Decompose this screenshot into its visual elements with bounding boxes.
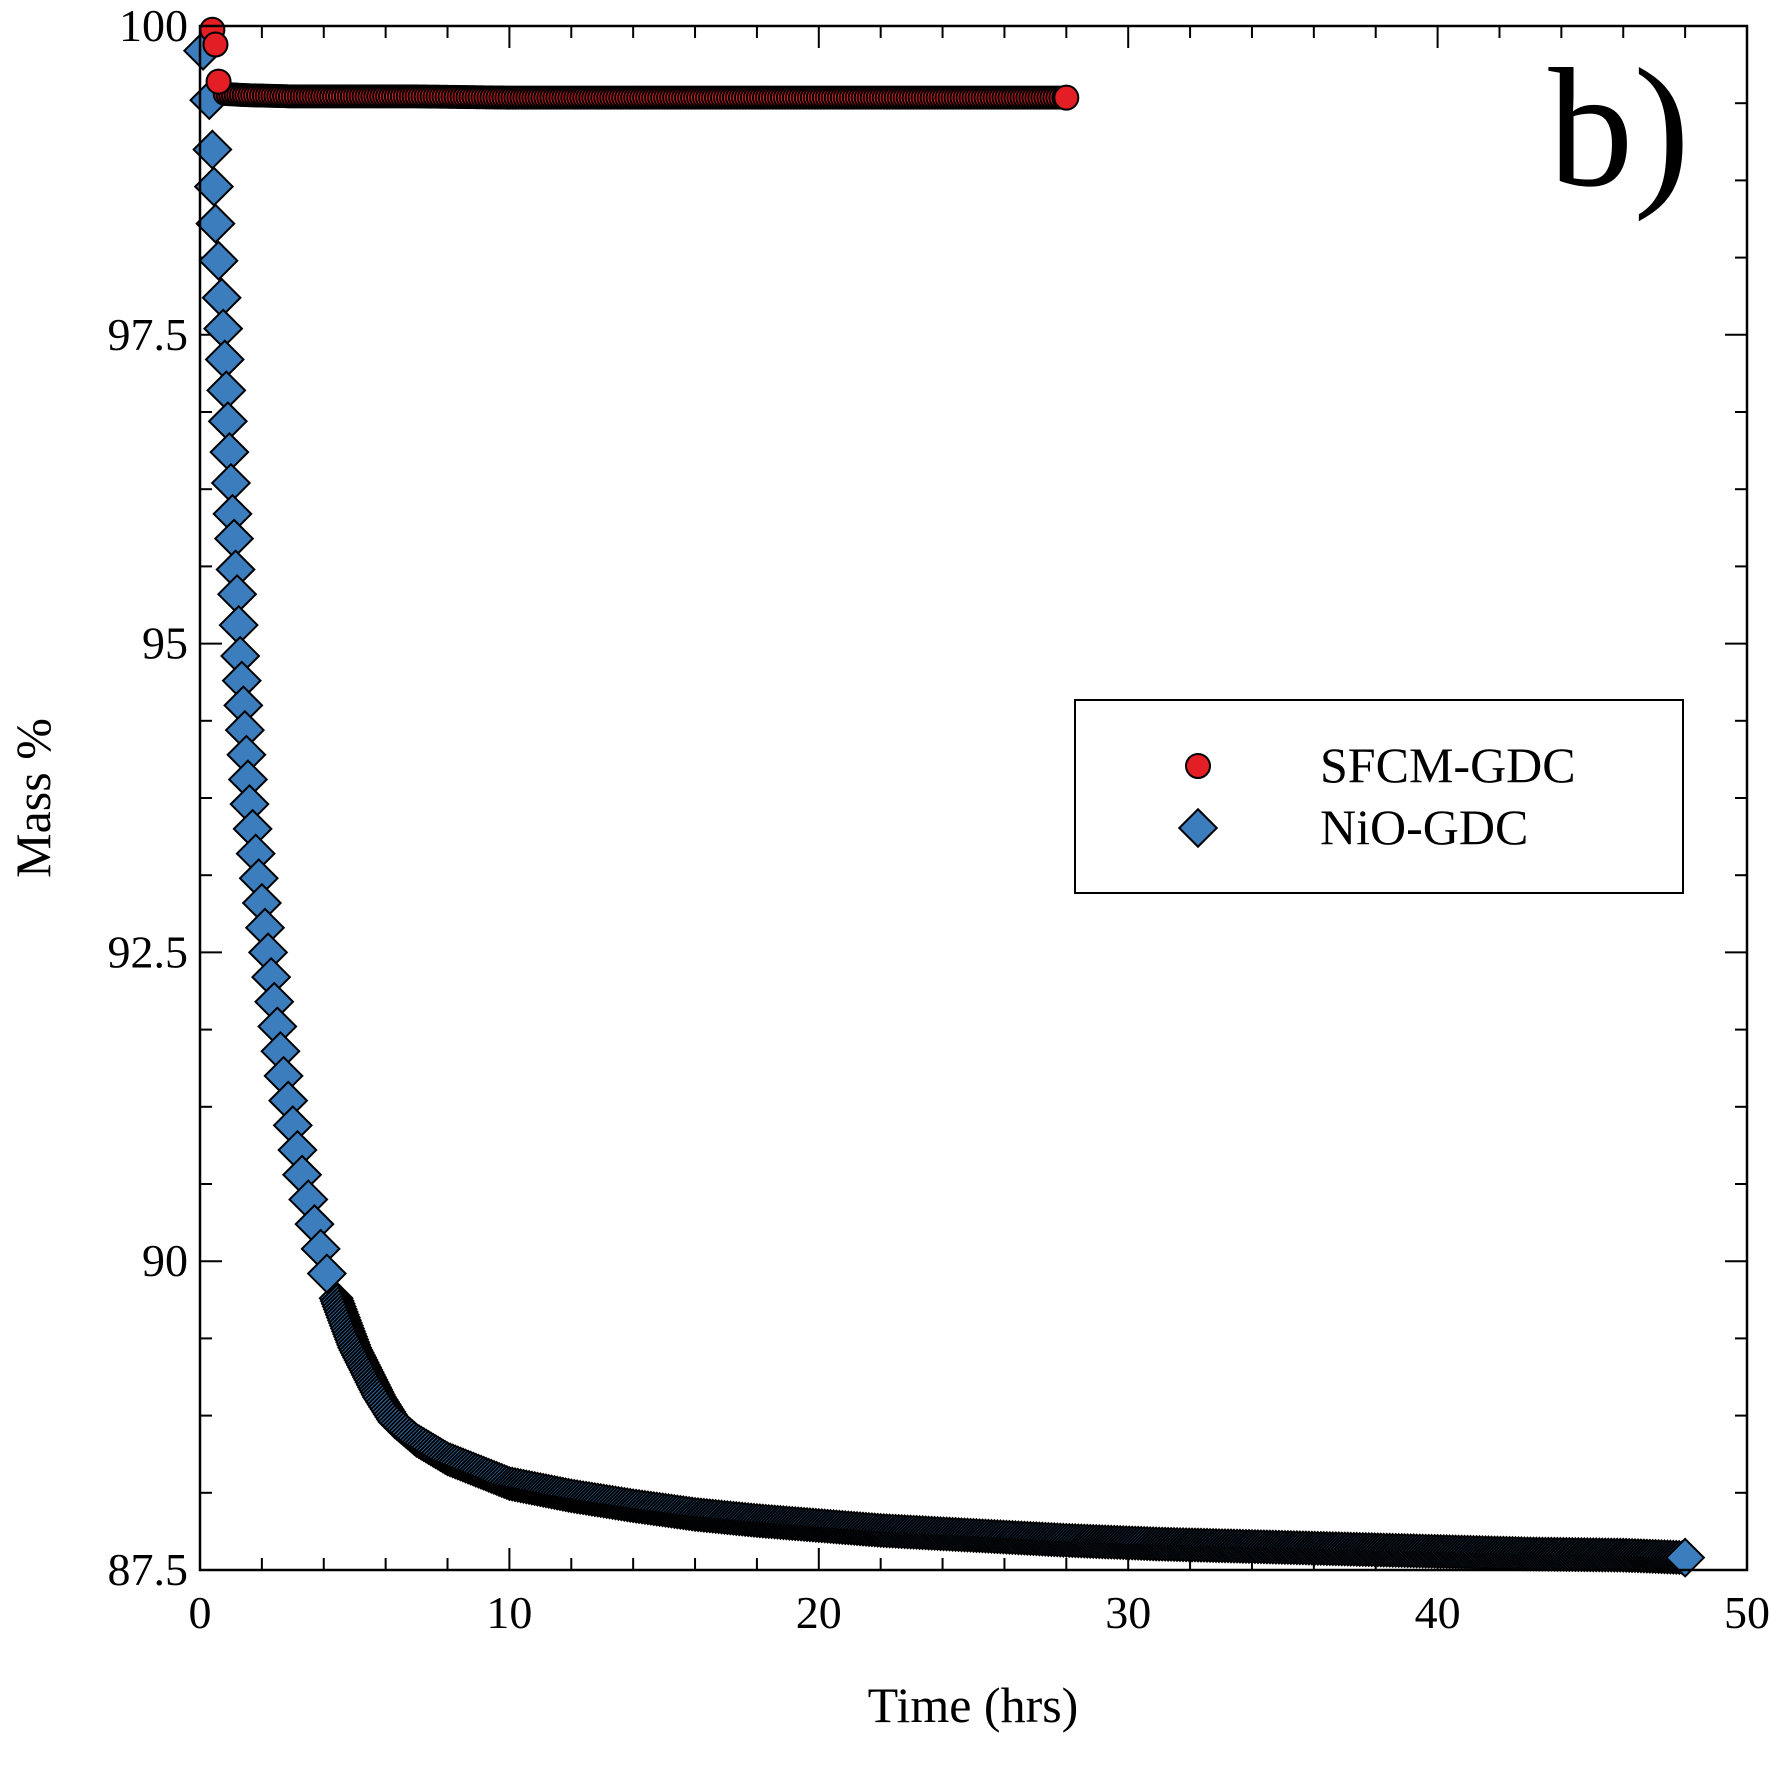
marker-trail — [212, 81, 1079, 110]
y-axis-title: Mass % — [5, 718, 61, 878]
y-tick-label: 90 — [142, 1235, 188, 1286]
series-SFCM-GDC — [199, 16, 1080, 111]
data-point — [306, 1253, 348, 1294]
tick-labels: 0 10 20 30 40 50 87.5 90 92.5 95 97.5 100 — [108, 0, 1771, 1638]
data-point — [202, 31, 229, 58]
plot-frame — [198, 24, 1749, 1572]
legend-label: NiO-GDC — [1320, 799, 1528, 855]
y-tick-label: 92.5 — [108, 926, 189, 977]
data-point — [195, 203, 236, 244]
x-tick-label: 30 — [1105, 1587, 1151, 1638]
x-tick-label: 0 — [189, 1587, 212, 1638]
marker-trail — [318, 1280, 1703, 1576]
x-tick-label: 40 — [1415, 1587, 1461, 1638]
legend: SFCM-GDC NiO-GDC — [1074, 699, 1684, 894]
legend-marker-SFCM-GDC — [1185, 753, 1211, 779]
y-tick-label: 87.5 — [108, 1544, 189, 1595]
y-tick-label: 97.5 — [108, 309, 189, 360]
data-point — [198, 240, 239, 281]
series-layer — [182, 16, 1706, 1578]
legend-box — [1074, 699, 1684, 894]
x-tick-label: 50 — [1724, 1587, 1770, 1638]
x-tick-label: 10 — [486, 1587, 532, 1638]
panel-label: b) — [1548, 34, 1690, 222]
series-NiO-GDC — [182, 30, 1706, 1578]
y-tick-label: 95 — [142, 618, 188, 669]
data-point — [1664, 1537, 1706, 1578]
x-tick-label: 20 — [796, 1587, 842, 1638]
x-axis-title: Time (hrs) — [868, 1677, 1079, 1733]
data-point — [205, 68, 232, 95]
data-point — [1053, 84, 1080, 111]
legend-label: SFCM-GDC — [1320, 737, 1576, 793]
y-tick-label: 100 — [119, 0, 188, 51]
legend-marker-NiO-GDC — [1177, 807, 1219, 849]
